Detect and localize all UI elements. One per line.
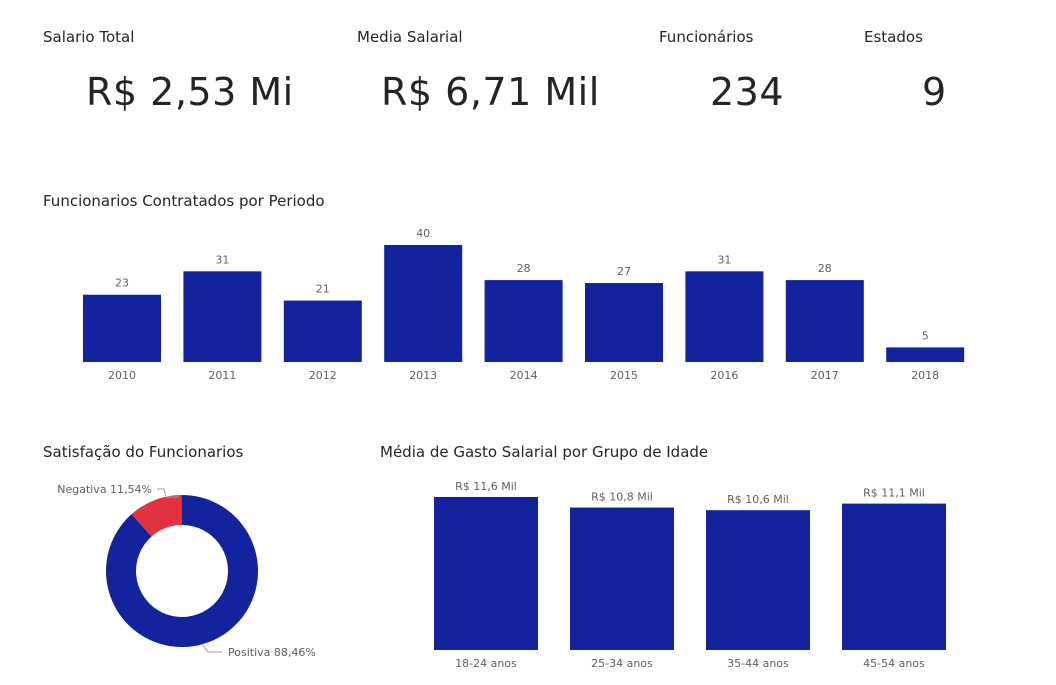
hires-x-tick-label: 2015: [610, 369, 638, 382]
hires-bar-2016[interactable]: [685, 271, 764, 362]
hires-bar-2010[interactable]: [83, 294, 161, 362]
age-data-label: R$ 11,1 Mil: [863, 487, 925, 500]
age-bar-25-34-anos[interactable]: [570, 507, 674, 650]
hires-bar-2015[interactable]: [585, 283, 663, 362]
hires-data-label: 31: [717, 253, 731, 266]
positive-leader-line: [201, 643, 222, 653]
hires-bar-2014[interactable]: [484, 280, 563, 362]
kpi-media-salarial-label: Media Salarial: [357, 28, 463, 46]
hires-x-tick-label: 2011: [208, 369, 236, 382]
positive-data-label: Positiva 88,46%: [228, 646, 316, 659]
age-bar-35-44-anos[interactable]: [706, 510, 810, 650]
age-bar-45-54-anos[interactable]: [842, 503, 946, 650]
hires-bar-2013[interactable]: [384, 245, 463, 362]
age-x-tick-label: 25-34 anos: [591, 657, 653, 670]
kpi-estados-value: 9: [922, 70, 947, 114]
donut-slice-negativa[interactable]: [131, 495, 182, 537]
age-data-label: R$ 10,8 Mil: [591, 491, 653, 504]
hires-data-label: 28: [818, 262, 832, 275]
hires-bar-2018[interactable]: [886, 347, 965, 362]
hires-data-label: 23: [115, 277, 129, 290]
hires-x-tick-label: 2014: [510, 369, 538, 382]
age-data-label: R$ 10,6 Mil: [727, 493, 789, 506]
kpi-funcionarios-value: 234: [710, 70, 785, 114]
hires-bar-2012[interactable]: [283, 300, 362, 362]
satisfaction-chart-title: Satisfação do Funcionarios: [43, 443, 244, 461]
hires-x-tick-label: 2012: [309, 369, 337, 382]
age-x-tick-label: 45-54 anos: [863, 657, 925, 670]
hires-bar-2011[interactable]: [183, 271, 262, 362]
kpi-estados-label: Estados: [864, 28, 923, 46]
hires-x-tick-label: 2017: [811, 369, 839, 382]
hires-bar-2017[interactable]: [785, 280, 864, 362]
age-bar-18-24-anos[interactable]: [434, 497, 538, 650]
hires-data-label: 31: [215, 253, 229, 266]
hires-x-tick-label: 2010: [108, 369, 136, 382]
negative-data-label: Negativa 11,54%: [57, 483, 152, 496]
hires-bar-chart[interactable]: 23 2010 31 2011 21 2012 40 2013 28 2014 27 2015 31 20…: [0, 215, 1056, 390]
negative-leader-line: [157, 488, 179, 498]
hires-x-tick-label: 2016: [710, 369, 738, 382]
kpi-salario-total-label: Salario Total: [43, 28, 135, 46]
age-x-tick-label: 35-44 anos: [727, 657, 789, 670]
hires-data-label: 40: [416, 227, 430, 240]
age-data-label: R$ 11,6 Mil: [455, 480, 517, 493]
hires-x-tick-label: 2013: [409, 369, 437, 382]
donut-slice-positiva[interactable]: [106, 495, 259, 647]
kpi-media-salarial-value: R$ 6,71 Mil: [381, 70, 600, 114]
age-chart-title: Média de Gasto Salarial por Grupo de Ida…: [380, 443, 709, 461]
hires-data-label: 27: [617, 265, 631, 278]
hires-data-label: 28: [517, 262, 531, 275]
hires-chart-title: Funcionarios Contratados por Periodo: [43, 192, 325, 210]
hires-data-label: 21: [316, 283, 330, 296]
hires-x-tick-label: 2018: [911, 369, 939, 382]
kpi-salario-total-value: R$ 2,53 Mi: [86, 70, 294, 114]
satisfaction-donut-chart[interactable]: Negativa 11,54% Positiva 88,46%: [40, 470, 350, 680]
age-x-tick-label: 18-24 anos: [455, 657, 517, 670]
hires-data-label: 5: [922, 329, 929, 342]
age-salary-bar-chart[interactable]: R$ 11,6 Mil 18-24 anos R$ 10,8 Mil 25-34 an…: [370, 470, 1010, 680]
kpi-funcionarios-label: Funcionários: [659, 28, 754, 46]
